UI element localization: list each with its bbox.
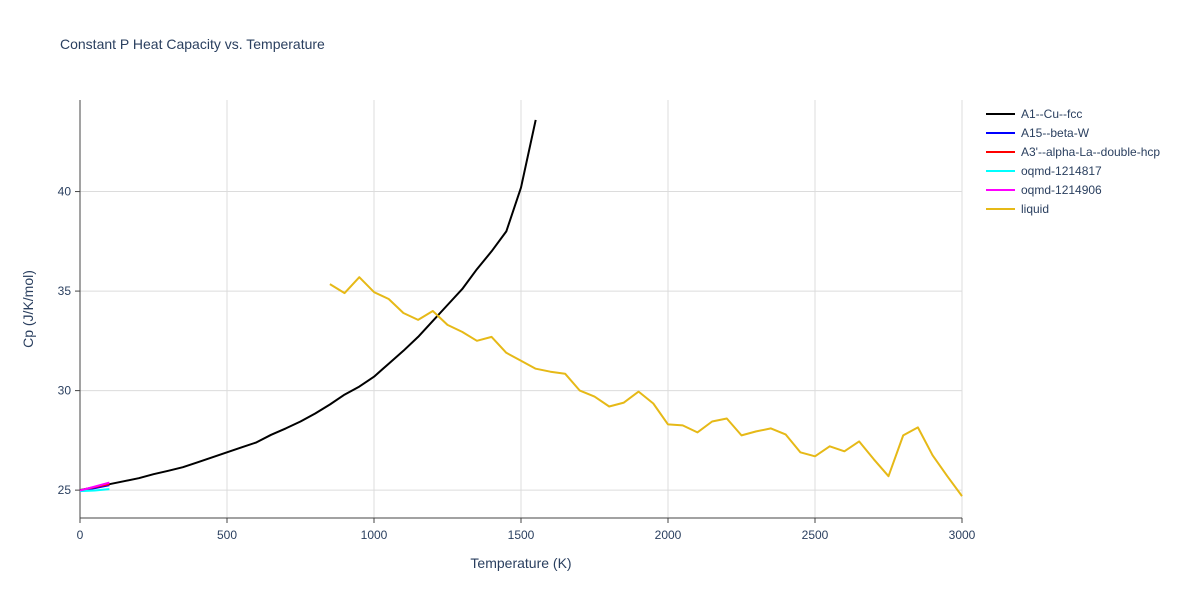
legend-label: A3'--alpha-La--double-hcp: [1021, 145, 1160, 159]
y-axis-title: Cp (J/K/mol): [20, 270, 36, 348]
series-line-5[interactable]: [329, 276, 963, 497]
y-tick-label: 35: [58, 284, 72, 298]
legend-label: A15--beta-W: [1021, 126, 1090, 140]
legend-label: liquid: [1021, 202, 1049, 216]
legend-item[interactable]: liquid: [986, 202, 1049, 216]
x-tick-label: 3000: [949, 528, 976, 542]
legend-item[interactable]: A3'--alpha-La--double-hcp: [986, 145, 1160, 159]
legend[interactable]: A1--Cu--fcc A15--beta-W A3'--alpha-La--dou…: [986, 107, 1160, 216]
series-line-0[interactable]: [79, 119, 537, 492]
y-tick-label: 40: [58, 185, 72, 199]
x-tick-label: 2000: [655, 528, 682, 542]
x-tick-label: 2500: [802, 528, 829, 542]
legend-item[interactable]: A1--Cu--fcc: [986, 107, 1082, 121]
x-axis-title: Temperature (K): [470, 555, 571, 571]
axes: [75, 100, 963, 523]
y-tick-label: 25: [58, 483, 72, 497]
legend-item[interactable]: A15--beta-W: [986, 126, 1090, 140]
legend-label: oqmd-1214906: [1021, 183, 1102, 197]
x-tick-label: 500: [217, 528, 237, 542]
legend-item[interactable]: oqmd-1214817: [986, 164, 1102, 178]
series-lines[interactable]: [79, 119, 963, 497]
legend-item[interactable]: oqmd-1214906: [986, 183, 1102, 197]
legend-label: A1--Cu--fcc: [1021, 107, 1082, 121]
y-tick-label: 30: [58, 384, 72, 398]
series-line-3[interactable]: [79, 488, 110, 493]
legend-label: oqmd-1214817: [1021, 164, 1102, 178]
x-tick-label: 0: [77, 528, 84, 542]
x-tick-label: 1500: [508, 528, 535, 542]
tick-labels: 0 500 1000 1500 2000 2500 3000 25 30 35 40: [58, 185, 976, 542]
x-tick-label: 1000: [361, 528, 388, 542]
grid-lines: [80, 100, 963, 518]
chart-title: Constant P Heat Capacity vs. Temperature: [60, 36, 325, 52]
series-line-4[interactable]: [79, 481, 110, 492]
